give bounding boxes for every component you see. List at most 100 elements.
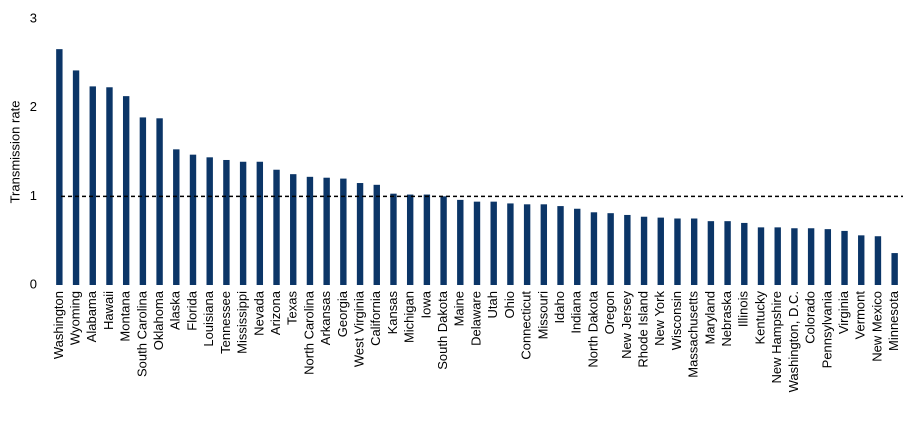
- x-tick-label: Maine: [452, 291, 467, 326]
- bar: [306, 176, 314, 285]
- x-tick-label: Colorado: [803, 291, 818, 344]
- x-tick-label: Mississippi: [235, 291, 250, 354]
- bar: [189, 154, 197, 285]
- bar: [841, 230, 848, 285]
- bar: [56, 49, 63, 285]
- x-tick-label: Indiana: [569, 290, 584, 333]
- bar: [340, 178, 347, 285]
- bar: [824, 229, 832, 285]
- y-tick-label: 0: [30, 276, 37, 291]
- x-tick-label: North Carolina: [301, 290, 316, 375]
- x-tick-label: Louisiana: [201, 290, 216, 346]
- bar: [106, 87, 113, 285]
- bar: [206, 157, 213, 285]
- x-tick-label: Virginia: [836, 290, 851, 334]
- bar: [757, 227, 765, 285]
- x-tick-label: Vermont: [853, 291, 868, 340]
- x-tick-label: Oregon: [602, 291, 617, 334]
- x-tick-label: Georgia: [335, 290, 350, 337]
- x-tick-label: Maryland: [702, 291, 717, 344]
- x-tick-label: Pennsylvania: [819, 290, 834, 368]
- x-tick-label: New Mexico: [869, 291, 884, 362]
- x-tick-label: Minnesota: [886, 290, 901, 351]
- x-tick-label: Arizona: [268, 290, 283, 335]
- bar: [323, 177, 330, 285]
- x-tick-label: Connecticut: [519, 291, 534, 360]
- x-tick-label: West Virginia: [351, 290, 366, 367]
- x-tick-label: Delaware: [468, 291, 483, 346]
- x-tick-label: North Dakota: [585, 290, 600, 367]
- x-tick-label: New York: [652, 291, 667, 346]
- bar: [173, 149, 180, 285]
- bar: [406, 194, 414, 285]
- bar: [891, 253, 898, 285]
- bar: [390, 193, 397, 285]
- bar: [624, 214, 631, 285]
- x-tick-label: Nevada: [251, 290, 266, 336]
- bar: [540, 204, 548, 285]
- bar: [440, 196, 447, 285]
- x-tick-label: Wyoming: [67, 291, 82, 345]
- x-tick-label: South Dakota: [435, 290, 450, 370]
- y-tick-label: 1: [30, 188, 37, 203]
- x-tick-label: Oklahoma: [151, 290, 166, 350]
- bar: [557, 206, 564, 285]
- x-tick-label: Rhode Island: [635, 291, 650, 368]
- bar: [807, 228, 815, 285]
- bar: [640, 216, 648, 285]
- y-axis-label: Transmission rate: [7, 101, 22, 204]
- x-tick-label: Alabama: [84, 290, 99, 342]
- bar: [607, 213, 614, 285]
- bar: [724, 221, 731, 285]
- bar: [457, 199, 464, 285]
- y-tick-label: 2: [30, 99, 37, 114]
- x-tick-label: California: [368, 290, 383, 346]
- bar: [356, 183, 364, 285]
- x-tick-label: Texas: [285, 291, 300, 325]
- x-tick-label: New Jersey: [619, 291, 634, 359]
- bar: [239, 161, 247, 285]
- x-tick-label: South Carolina: [134, 290, 149, 377]
- bar: [423, 194, 431, 285]
- bar: [874, 236, 882, 285]
- x-tick-label: Washington, D.C.: [786, 291, 801, 392]
- bar: [290, 174, 297, 285]
- x-tick-label: Montana: [118, 290, 133, 341]
- x-tick-label: Arkansas: [318, 291, 333, 346]
- bar: [741, 222, 748, 285]
- x-tick-label: Washington: [51, 291, 66, 359]
- bar: [590, 212, 598, 285]
- bar: [156, 118, 163, 285]
- x-tick-label: Missouri: [535, 291, 550, 340]
- bar: [89, 86, 96, 286]
- bar: [507, 203, 514, 285]
- bar: [256, 161, 264, 285]
- bar: [774, 227, 781, 285]
- bar: [858, 235, 865, 285]
- y-tick-label: 3: [30, 10, 37, 25]
- x-tick-label: Utah: [485, 291, 500, 318]
- bar: [791, 228, 798, 285]
- bar: [523, 204, 531, 285]
- x-tick-label: Alaska: [168, 290, 183, 330]
- x-tick-label: New Hampshire: [769, 291, 784, 383]
- x-tick-label: Massachusetts: [686, 291, 701, 378]
- bar: [674, 218, 681, 285]
- bar: [574, 208, 581, 285]
- bar: [373, 184, 380, 285]
- bar: [122, 96, 130, 285]
- bar: [72, 70, 80, 285]
- x-tick-label: Nebraska: [719, 290, 734, 346]
- bar: [139, 117, 147, 285]
- x-tick-label: Ohio: [502, 291, 517, 318]
- x-tick-label: Florida: [184, 290, 199, 331]
- x-tick-label: Kansas: [385, 291, 400, 335]
- x-tick-label: Iowa: [418, 290, 433, 318]
- x-tick-label: Tennessee: [218, 291, 233, 354]
- x-tick-label: Michigan: [402, 291, 417, 343]
- x-tick-label: Hawaii: [101, 291, 116, 330]
- bar: [690, 218, 698, 285]
- bar: [273, 169, 280, 285]
- x-tick-label: Wisconsin: [669, 291, 684, 350]
